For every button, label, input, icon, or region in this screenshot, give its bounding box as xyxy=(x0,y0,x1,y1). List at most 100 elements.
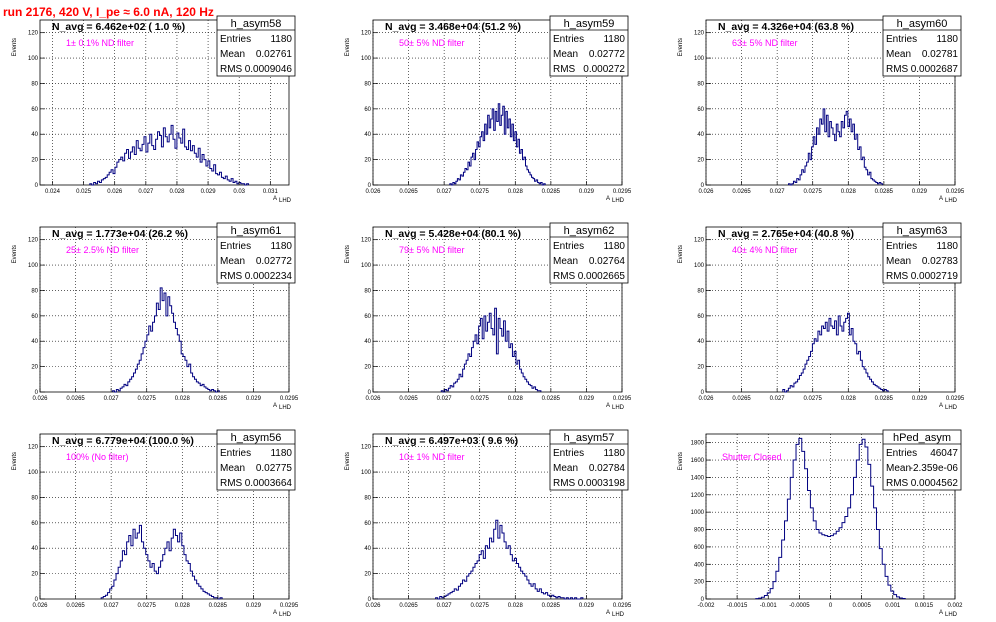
stats-entries-value: 1180 xyxy=(270,448,292,459)
x-axis-label: A xyxy=(273,196,277,202)
y-tick-label: 60 xyxy=(31,107,38,113)
y-tick-label: 20 xyxy=(31,365,38,371)
histogram-panel-h_asym62: 0.026 0.0265 0.027 0.0275 0.028 0.0285 0.029 0.… xyxy=(345,222,632,411)
stats-title: h_asym60 xyxy=(897,18,948,30)
x-tick-label: 0.0295 xyxy=(280,396,299,402)
stats-rms-value: 0.0002719 xyxy=(911,271,959,282)
y-tick-label: 60 xyxy=(697,314,704,320)
stats-mean-label: Mean xyxy=(220,463,245,474)
stats-box xyxy=(882,15,962,77)
stats-box xyxy=(882,222,962,284)
stats-entries-value: 1180 xyxy=(603,448,625,459)
stats-rms-value: 0.0002234 xyxy=(245,271,293,282)
n-avg-label: N_avg = 3.468e+04 (51.2 %) xyxy=(385,21,521,33)
y-tick-label: 0 xyxy=(701,183,705,189)
filter-label: 100% (No filter) xyxy=(66,452,129,462)
x-tick-label: 0.029 xyxy=(201,189,217,195)
stats-box xyxy=(549,222,629,284)
plot-frame xyxy=(39,19,290,186)
x-tick-label: -0.001 xyxy=(760,603,778,609)
stats-mean-value: 0.02783 xyxy=(922,256,959,267)
x-tick-label: 0.0295 xyxy=(613,603,632,609)
histogram-series xyxy=(449,103,546,186)
plot-frame xyxy=(372,433,623,600)
y-tick-label: 60 xyxy=(364,107,371,113)
stats-rms-label: RMS xyxy=(553,478,576,489)
stats-entries-value: 1180 xyxy=(270,241,292,252)
stats-mean-label: Mean xyxy=(886,256,911,267)
plot-frame xyxy=(372,19,623,186)
x-tick-label: 0.0265 xyxy=(399,189,418,195)
stats-box xyxy=(549,15,629,77)
stats-mean-label: Mean xyxy=(553,49,578,60)
histogram-series xyxy=(788,108,883,186)
y-axis-label: Events xyxy=(345,245,351,263)
stats-title: h_asym63 xyxy=(897,225,948,237)
stats-mean-value: -2.359e-06 xyxy=(910,463,959,474)
stats-entries-value: 1180 xyxy=(603,34,625,45)
y-tick-label: 20 xyxy=(31,572,38,578)
y-tick-label: 120 xyxy=(694,31,705,37)
y-tick-label: 0 xyxy=(701,597,705,603)
histogram-series xyxy=(89,124,250,186)
y-tick-label: 100 xyxy=(694,56,705,62)
x-tick-label: 0.026 xyxy=(698,189,714,195)
histogram-series xyxy=(440,307,542,393)
y-tick-label: 100 xyxy=(361,263,372,269)
y-tick-label: 1000 xyxy=(691,510,705,516)
stats-entries-label: Entries xyxy=(886,241,917,252)
plot-frame xyxy=(705,226,956,393)
x-tick-label: 0.029 xyxy=(246,396,262,402)
x-tick-label: 0.028 xyxy=(175,603,191,609)
stats-mean-value: 0.02781 xyxy=(922,49,959,60)
y-axis-label: Events xyxy=(12,38,18,56)
y-tick-label: 120 xyxy=(361,445,372,451)
y-tick-label: 60 xyxy=(697,107,704,113)
y-tick-label: 40 xyxy=(364,339,371,345)
x-tick-label: 0.029 xyxy=(246,603,262,609)
stats-entries-value: 1180 xyxy=(936,241,958,252)
n-avg-label: N_avg = 6.779e+04 (100.0 %) xyxy=(52,435,194,447)
stats-entries-label: Entries xyxy=(886,34,917,45)
y-tick-label: 120 xyxy=(361,31,372,37)
y-tick-label: 40 xyxy=(364,132,371,138)
histogram-panel-h_asym63: 0.026 0.0265 0.027 0.0275 0.028 0.0285 0.029 0.… xyxy=(678,222,965,411)
x-axis-label-subscript: LHD xyxy=(612,405,625,411)
x-tick-label: 0.027 xyxy=(437,603,453,609)
y-tick-label: 20 xyxy=(364,365,371,371)
stats-mean-label: Mean xyxy=(886,463,911,474)
histogram-series xyxy=(100,524,223,600)
x-axis-label: A xyxy=(939,610,943,616)
x-tick-label: 0.028 xyxy=(508,189,524,195)
stats-entries-label: Entries xyxy=(553,34,584,45)
x-tick-label: 0.0275 xyxy=(471,189,490,195)
y-tick-label: 80 xyxy=(364,81,371,87)
x-tick-label: 0.0265 xyxy=(732,189,751,195)
y-axis-label: Events xyxy=(12,452,18,470)
stats-entries-label: Entries xyxy=(886,448,917,459)
x-tick-label: -0.0015 xyxy=(727,603,748,609)
x-tick-label: 0.029 xyxy=(912,189,928,195)
stats-entries-label: Entries xyxy=(553,241,584,252)
stats-entries-label: Entries xyxy=(220,448,251,459)
n-avg-label: N_avg = 6.497e+03 ( 9.6 %) xyxy=(385,435,518,447)
stats-rms-value: 0.0004562 xyxy=(911,478,959,489)
x-tick-label: 0.029 xyxy=(579,189,595,195)
x-tick-label: 0.027 xyxy=(437,189,453,195)
x-axis-label-subscript: LHD xyxy=(279,198,292,204)
y-tick-label: 60 xyxy=(31,314,38,320)
y-tick-label: 60 xyxy=(31,521,38,527)
x-tick-label: 0.0275 xyxy=(804,396,823,402)
stats-title: h_asym58 xyxy=(231,18,282,30)
x-tick-label: 0.028 xyxy=(169,189,185,195)
x-tick-label: 0.0295 xyxy=(946,396,965,402)
x-tick-label: 0.0275 xyxy=(804,189,823,195)
y-tick-label: 100 xyxy=(361,470,372,476)
x-tick-label: 0.027 xyxy=(104,396,120,402)
stats-rms-label: RMS xyxy=(553,64,576,75)
x-axis-label: A xyxy=(273,610,277,616)
y-axis-label: Events xyxy=(678,452,684,470)
stats-mean-label: Mean xyxy=(220,256,245,267)
x-tick-label: 0.029 xyxy=(912,396,928,402)
